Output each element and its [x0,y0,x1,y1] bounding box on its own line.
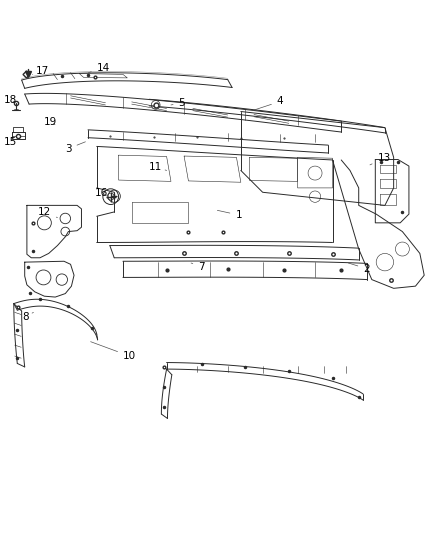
Text: 10: 10 [91,342,136,361]
Text: 2: 2 [348,263,370,273]
Text: 11: 11 [149,162,166,172]
Text: 16: 16 [95,188,108,198]
Text: 4: 4 [252,96,283,111]
Text: 19: 19 [44,117,57,127]
Text: 12: 12 [38,207,57,217]
Text: 1: 1 [217,210,242,220]
Text: 13: 13 [370,153,391,165]
Text: 17: 17 [32,66,49,76]
Text: 14: 14 [88,63,110,73]
Text: 18: 18 [4,95,18,104]
Text: 8: 8 [23,312,33,322]
Text: 15: 15 [4,137,18,147]
Text: 7: 7 [191,262,205,271]
Text: 5: 5 [171,98,185,108]
Text: 3: 3 [65,142,85,154]
